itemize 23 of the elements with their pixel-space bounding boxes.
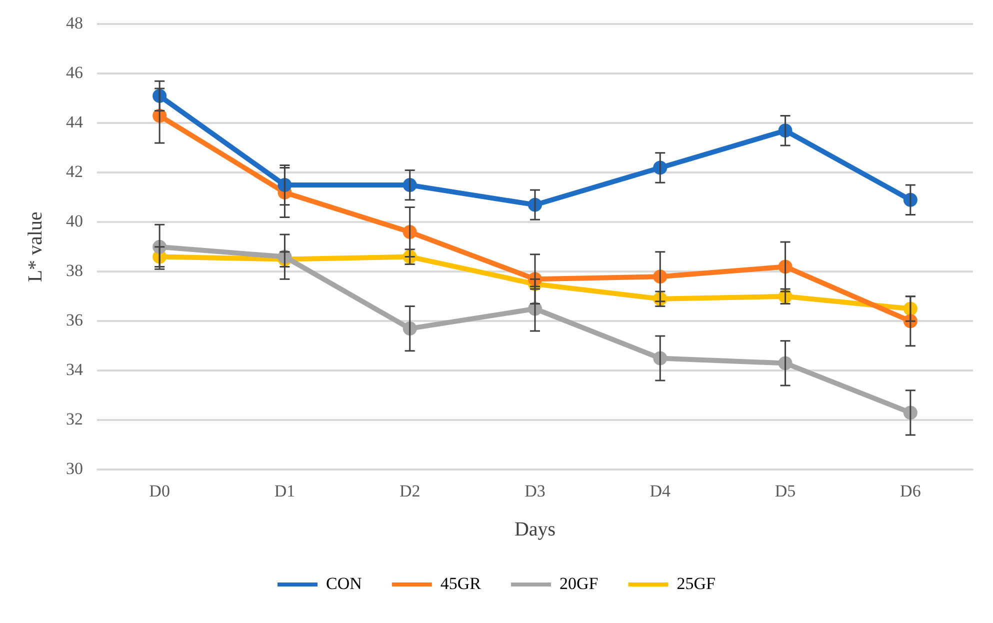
y-axis-title: L* value	[24, 212, 46, 282]
x-tick-label: D3	[524, 481, 546, 500]
x-axis-title: Days	[514, 518, 556, 540]
y-tick-label: 30	[66, 459, 83, 478]
x-tick-label: D4	[650, 481, 672, 500]
y-tick-label: 38	[66, 261, 83, 280]
x-tick-label: D6	[900, 481, 921, 500]
y-tick-label: 44	[66, 112, 84, 132]
x-tick-label: D2	[399, 481, 420, 500]
legend-label: 25GF	[676, 574, 716, 593]
y-tick-label: 42	[66, 162, 83, 182]
y-tick-label: 32	[66, 410, 83, 429]
legend-label: 20GF	[560, 574, 598, 593]
x-tick-label: D1	[274, 481, 296, 500]
y-tick-label: 40	[66, 212, 83, 231]
y-tick-label: 48	[66, 14, 83, 33]
y-tick-label: 34	[66, 360, 84, 380]
y-tick-label: 46	[66, 63, 83, 82]
legend-label: 45GR	[440, 574, 482, 593]
legend-label: CON	[326, 574, 362, 593]
x-tick-label: D5	[774, 481, 796, 500]
x-tick-label: D0	[149, 481, 170, 500]
y-tick-label: 36	[66, 310, 83, 330]
